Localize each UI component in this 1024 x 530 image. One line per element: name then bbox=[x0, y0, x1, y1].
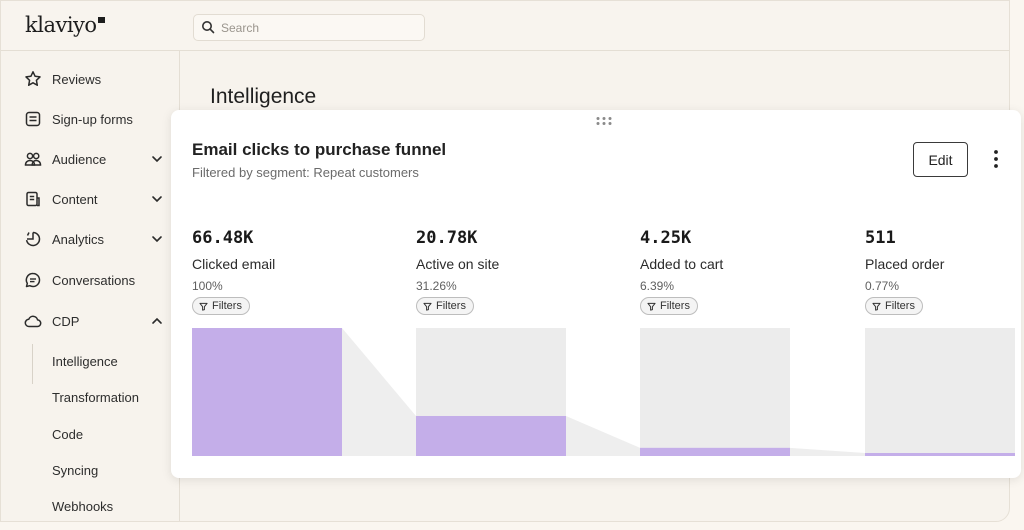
funnel-connector bbox=[342, 328, 416, 456]
funnel-bar-track bbox=[640, 328, 790, 456]
page-title: Intelligence bbox=[210, 85, 317, 108]
more-options-icon[interactable] bbox=[989, 148, 1003, 170]
chat-icon bbox=[23, 270, 43, 290]
card-title: Email clicks to purchase funnel bbox=[192, 140, 447, 159]
funnel-bar bbox=[192, 328, 342, 456]
form-icon bbox=[23, 109, 43, 129]
sidebar-item-signup-forms[interactable]: Sign-up forms bbox=[11, 103, 171, 135]
filters-label: Filters bbox=[660, 300, 690, 312]
sidebar-item-label: Conversations bbox=[52, 272, 136, 288]
filters-label: Filters bbox=[885, 300, 915, 312]
filters-label: Filters bbox=[436, 300, 466, 312]
filter-icon bbox=[872, 302, 881, 311]
sidebar-subitem-webhooks[interactable]: Webhooks bbox=[52, 499, 114, 514]
active-subitem-indicator bbox=[32, 344, 33, 384]
search-box[interactable]: Search bbox=[193, 14, 425, 41]
card-subtitle: Filtered by segment: Repeat customers bbox=[192, 165, 419, 180]
sidebar-subitem-transformation[interactable]: Transformation bbox=[52, 390, 139, 405]
stage-value: 20.78K bbox=[416, 228, 478, 248]
search-icon bbox=[202, 21, 215, 34]
sidebar-subitem-intelligence[interactable]: Intelligence bbox=[52, 354, 118, 369]
stage-value: 66.48K bbox=[192, 228, 254, 248]
stage-label: Clicked email bbox=[192, 256, 276, 272]
stage-percent: 100% bbox=[192, 279, 223, 293]
sidebar: Reviews Sign-up forms Audience Content A… bbox=[1, 51, 180, 521]
filter-icon bbox=[647, 302, 656, 311]
logo-flag-icon bbox=[97, 17, 105, 23]
sidebar-item-label: Sign-up forms bbox=[52, 111, 133, 127]
funnel-connector bbox=[790, 447, 865, 456]
sidebar-item-label: Content bbox=[52, 191, 98, 207]
funnel-bar bbox=[416, 415, 566, 456]
sidebar-item-analytics[interactable]: Analytics bbox=[11, 223, 171, 255]
funnel-bar bbox=[865, 453, 1015, 456]
filter-icon bbox=[199, 302, 208, 311]
cloud-icon bbox=[23, 311, 43, 331]
sidebar-item-content[interactable]: Content bbox=[11, 183, 171, 215]
funnel-bar bbox=[640, 447, 790, 456]
sidebar-subitem-code[interactable]: Code bbox=[52, 427, 84, 442]
stage-percent: 6.39% bbox=[640, 279, 675, 293]
stage-percent: 0.77% bbox=[865, 279, 900, 293]
funnel-chart bbox=[192, 328, 1015, 456]
funnel-stage: 20.78K Active on site 31.26% Filters bbox=[416, 228, 616, 316]
stage-label: Added to cart bbox=[640, 256, 724, 272]
funnel-card: Email clicks to purchase funnel Filtered… bbox=[171, 110, 1021, 478]
sidebar-item-audience[interactable]: Audience bbox=[11, 143, 171, 175]
klaviyo-logo[interactable]: klaviyo bbox=[25, 13, 105, 37]
chevron-down-icon bbox=[152, 156, 162, 163]
sidebar-item-label: CDP bbox=[52, 313, 80, 329]
filters-button[interactable]: Filters bbox=[192, 297, 250, 315]
sidebar-item-reviews[interactable]: Reviews bbox=[11, 63, 171, 95]
top-bar: klaviyo Search bbox=[1, 1, 1009, 51]
filters-button[interactable]: Filters bbox=[865, 297, 923, 315]
people-icon bbox=[23, 149, 43, 169]
stage-label: Placed order bbox=[865, 256, 945, 272]
chevron-up-icon bbox=[152, 317, 162, 324]
funnel-connector bbox=[566, 415, 640, 456]
chevron-down-icon bbox=[152, 236, 162, 243]
sidebar-item-label: Audience bbox=[52, 151, 107, 167]
filter-icon bbox=[423, 302, 432, 311]
funnel-bar-track bbox=[865, 328, 1015, 456]
sidebar-item-cdp[interactable]: CDP bbox=[11, 305, 171, 337]
document-icon bbox=[23, 189, 43, 209]
drag-handle-icon[interactable] bbox=[595, 116, 613, 126]
filters-label: Filters bbox=[212, 300, 242, 312]
search-placeholder: Search bbox=[221, 21, 260, 35]
filters-button[interactable]: Filters bbox=[416, 297, 474, 315]
stage-label: Active on site bbox=[416, 256, 500, 272]
edit-button[interactable]: Edit bbox=[913, 142, 968, 177]
sidebar-subitem-syncing[interactable]: Syncing bbox=[52, 463, 99, 478]
sidebar-item-label: Analytics bbox=[52, 231, 105, 247]
star-icon bbox=[23, 69, 43, 89]
logo-text: klaviyo bbox=[25, 13, 97, 37]
stage-value: 4.25K bbox=[640, 228, 692, 248]
sidebar-item-label: Reviews bbox=[52, 71, 102, 87]
stage-percent: 31.26% bbox=[416, 279, 457, 293]
chevron-down-icon bbox=[152, 196, 162, 203]
stage-value: 511 bbox=[865, 228, 896, 248]
sidebar-item-conversations[interactable]: Conversations bbox=[11, 264, 171, 296]
analytics-icon bbox=[23, 229, 43, 249]
funnel-stage: 66.48K Clicked email 100% Filters bbox=[192, 228, 392, 316]
funnel-stage: 511 Placed order 0.77% Filters bbox=[865, 228, 1024, 316]
funnel-stage: 4.25K Added to cart 6.39% Filters bbox=[640, 228, 840, 316]
filters-button[interactable]: Filters bbox=[640, 297, 698, 315]
